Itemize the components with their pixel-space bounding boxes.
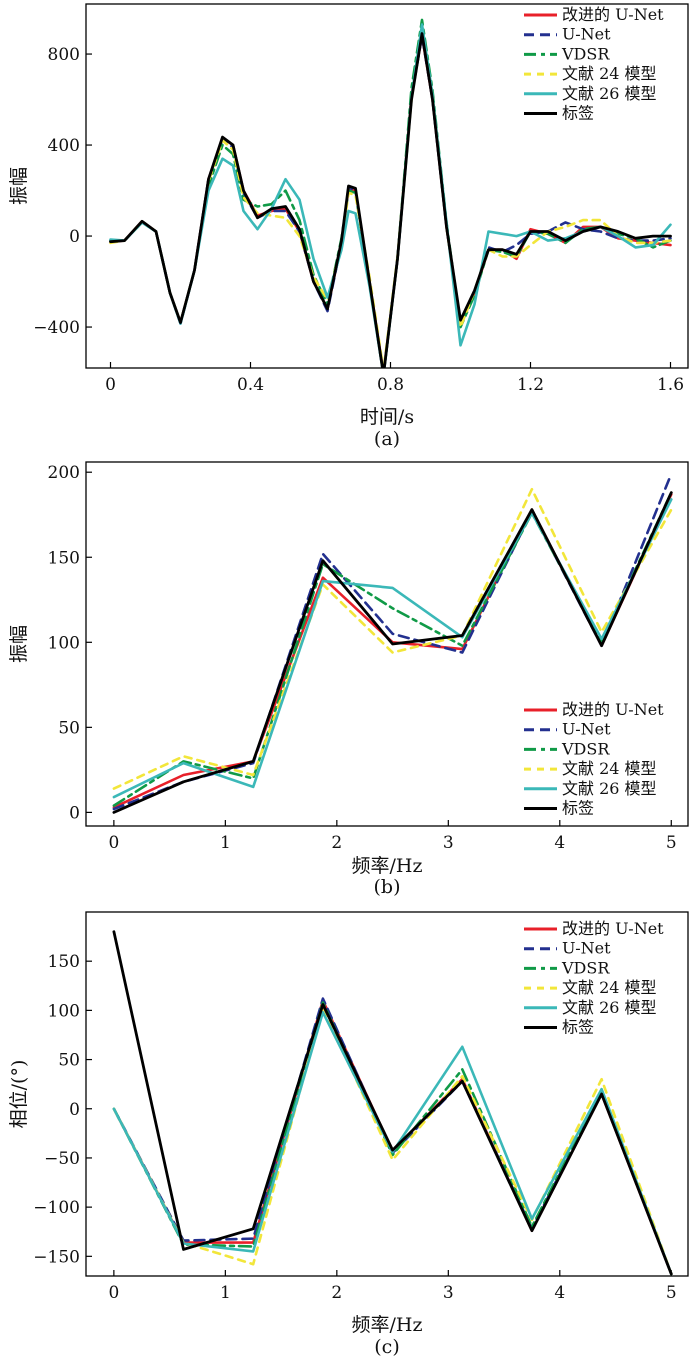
panel-b: 0 50 100 150 200 0 1 2 3 4 5 频率/Hz 振幅 (b) 改进的 U-NetU-N… [8,461,689,898]
legend-label: U-Net [562,939,611,958]
x-tick-label: 5 [666,833,677,853]
x-tick-label: 0.8 [377,375,404,395]
series-line-4 [112,498,673,799]
x-tick-label: 0.4 [237,375,264,395]
y-axis-title: 振幅 [8,625,30,663]
y-tick-label: 100 [48,1001,80,1021]
y-tick-label: 150 [48,548,80,568]
legend-label: 文献 24 模型 [562,759,657,778]
legend-label: U-Net [562,25,611,44]
x-tick-label: 3 [443,1283,454,1303]
y-tick-label: 200 [48,463,80,483]
y-tick-label: 50 [58,718,80,738]
series-line-1 [109,34,672,368]
y-tick-label: 0 [69,227,80,247]
x-axis-title: 时间/s [360,406,414,428]
legend-label: VDSR [561,44,610,63]
x-tick-label: 1.6 [657,375,684,395]
y-tick-label: −100 [33,1198,80,1218]
panel-label: (c) [374,1336,399,1358]
panel-label: (b) [374,876,401,898]
y-tick-label: −400 [33,318,80,338]
series-line-5 [109,32,672,368]
legend-label: 文献 26 模型 [562,779,657,798]
series-group [112,472,673,814]
legend-label: 文献 26 模型 [562,998,657,1017]
legend-label: 改进的 U-Net [562,5,664,24]
x-tick-label: 0 [105,375,116,395]
series-line-5 [112,491,673,814]
x-tick-label: 3 [443,833,454,853]
series-group [112,930,673,1276]
legend-label: 标签 [562,104,594,123]
x-axis-title: 频率/Hz [352,1314,423,1336]
y-tick-label: −150 [33,1247,80,1267]
legend-label: VDSR [561,958,610,977]
y-tick-label: 100 [48,633,80,653]
x-tick-label: 1.2 [517,375,544,395]
plot-frame [85,911,689,1277]
x-tick-label: 0 [108,833,119,853]
legend-label: 标签 [562,1018,594,1037]
series-line-2 [112,1001,673,1276]
x-tick-label: 1 [220,833,231,853]
x-tick-label: 5 [666,1283,677,1303]
series-line-4 [112,1010,673,1276]
series-line-3 [112,487,673,790]
legend-label: 标签 [562,799,594,818]
y-tick-label: 800 [48,45,80,65]
legend-label: U-Net [562,720,611,739]
panel-label: (a) [374,428,400,450]
legend-label: 改进的 U-Net [562,700,664,719]
y-tick-label: 400 [48,136,80,156]
x-tick-label: 4 [554,833,565,853]
series-group [109,18,672,368]
series-line-3 [112,1005,673,1276]
y-axis-title: 振幅 [8,167,30,205]
y-axis-title: 相位/(°) [8,1060,30,1129]
x-tick-label: 1 [220,1283,231,1303]
x-tick-label: 2 [331,833,342,853]
legend-label: 文献 24 模型 [562,978,657,997]
panel-a: −400 0 400 800 0 0.4 0.8 1.2 1.6 时间/s 振幅 (a) 改进的 U-N… [8,3,689,450]
x-tick-label: 0 [108,1283,119,1303]
legend-label: VDSR [561,739,610,758]
y-tick-label: 50 [58,1051,80,1071]
series-line-5 [112,930,673,1276]
y-tick-label: −50 [44,1149,80,1169]
y-tick-label: 150 [48,952,80,972]
x-axis-title: 频率/Hz [352,855,423,877]
legend-label: 文献 24 模型 [562,64,657,83]
panel-c: −150 −100 −50 0 50 100 150 0 1 2 3 4 5 频率/Hz 相位/(°) (c)… [8,911,689,1358]
series-line-0 [112,999,673,1276]
x-tick-label: 4 [554,1283,565,1303]
plot-frame [85,461,689,827]
legend-label: 改进的 U-Net [562,919,664,938]
series-line-1 [112,997,673,1276]
plot-frame [85,3,689,369]
x-tick-label: 2 [331,1283,342,1303]
y-tick-label: 0 [69,1100,80,1120]
legend-label: 文献 26 模型 [562,84,657,103]
y-tick-label: 0 [69,803,80,823]
